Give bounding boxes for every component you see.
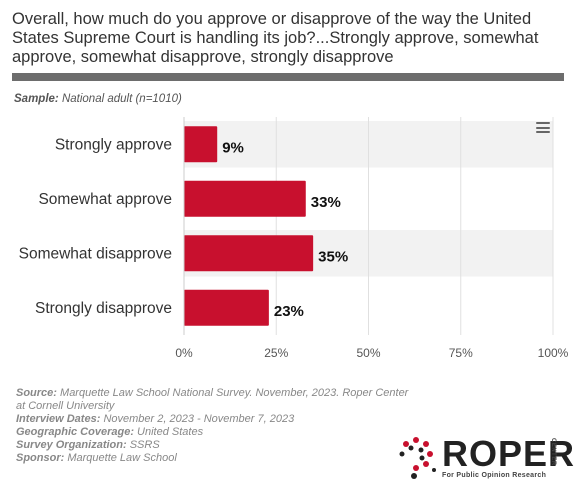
data-label: 33% — [311, 194, 341, 211]
x-tick-label: 50% — [356, 346, 380, 360]
footer-dates-label: Interview Dates: — [16, 413, 101, 425]
chart-footer: Source: Marquette Law School National Su… — [16, 387, 416, 465]
footer-coverage-label: Geographic Coverage: — [16, 426, 134, 438]
bar — [184, 289, 269, 326]
footer-source-label: Source: — [16, 387, 57, 399]
footer-source: Source: Marquette Law School National Su… — [16, 387, 416, 413]
x-tick-label: 0% — [175, 346, 193, 360]
footer-organization: Survey Organization: SSRS — [16, 439, 416, 452]
data-label: 23% — [274, 303, 304, 320]
category-label: Strongly disapprove — [35, 300, 172, 317]
footer-sponsor-label: Sponsor: — [16, 452, 65, 464]
footer-dates-value: November 2, 2023 - November 7, 2023 — [103, 413, 295, 425]
roper-center-logo: ROPER CENTER For Public Opinion Research — [398, 436, 574, 482]
sample-value: National adult (n=1010) — [61, 93, 182, 105]
footer-organization-label: Survey Organization: — [16, 439, 127, 451]
footer-coverage: Geographic Coverage: United States — [16, 426, 416, 439]
logo-wordmark: ROPER — [442, 433, 576, 474]
bar — [184, 126, 218, 163]
x-tick-label: 100% — [538, 346, 569, 360]
bar — [184, 180, 306, 217]
chart-title: Overall, how much do you approve or disa… — [12, 10, 539, 66]
category-label: Somewhat disapprove — [19, 245, 172, 262]
footer-dates: Interview Dates: November 2, 2023 - Nove… — [16, 413, 416, 426]
footer-sponsor-value: Marquette Law School — [67, 452, 177, 464]
logo-side-text: CENTER — [550, 438, 556, 466]
sample-label: Sample: — [14, 93, 59, 105]
roper-logo-icon — [399, 437, 436, 479]
data-label: 35% — [318, 248, 348, 265]
bar — [184, 235, 314, 272]
footer-source-value: Marquette Law School National Survey. No… — [16, 387, 409, 412]
footer-organization-value: SSRS — [129, 439, 160, 451]
bar-chart: 0% 25% 50% 75% 100% Strongly approve 9% Somewha… — [19, 117, 569, 360]
category-label: Somewhat approve — [38, 191, 172, 208]
x-tick-label: 75% — [449, 346, 473, 360]
hamburger-menu-icon[interactable] — [536, 122, 550, 133]
footer-coverage-value: United States — [137, 426, 204, 438]
logo-tagline: For Public Opinion Research — [442, 472, 547, 479]
sample-info: Sample: National adult (n=1010) — [14, 93, 182, 105]
footer-sponsor: Sponsor: Marquette Law School — [16, 452, 416, 465]
category-label: Strongly approve — [55, 136, 172, 153]
data-label: 9% — [222, 139, 244, 156]
title-divider — [12, 73, 564, 81]
x-tick-label: 25% — [264, 346, 288, 360]
